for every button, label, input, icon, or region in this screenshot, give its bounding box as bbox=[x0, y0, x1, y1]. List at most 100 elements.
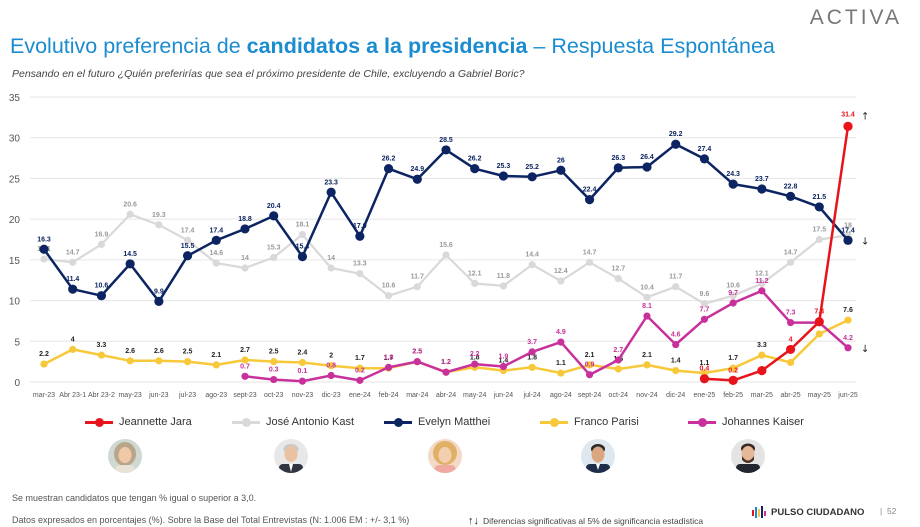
arrow-down-icon: ↓ bbox=[861, 344, 869, 355]
data-label-jara: 0.2 bbox=[728, 367, 738, 374]
data-point-kast bbox=[729, 292, 737, 300]
legend-item-parisi: Franco Parisi bbox=[540, 416, 639, 428]
data-label-parisi: 1.7 bbox=[728, 355, 738, 362]
data-label-matthei: 17.9 bbox=[353, 223, 367, 230]
data-point-kaiser bbox=[298, 377, 307, 385]
data-label-parisi: 7.6 bbox=[843, 307, 853, 314]
data-label-jara: 7.4 bbox=[814, 309, 824, 316]
footnote-base: Datos expresados en porcentajes (%). Sob… bbox=[12, 515, 410, 525]
data-point-parisi bbox=[241, 356, 249, 364]
data-point-kast bbox=[270, 253, 278, 262]
data-point-kast bbox=[585, 258, 594, 266]
data-label-matthei: 15.5 bbox=[181, 243, 195, 250]
data-point-kast bbox=[40, 255, 48, 263]
x-tick-label: mar-24 bbox=[406, 392, 428, 399]
y-tick-label: 25 bbox=[9, 174, 21, 185]
data-label-parisi: 1.7 bbox=[384, 355, 394, 362]
data-label-matthei: 24.9 bbox=[410, 166, 424, 173]
data-point-kaiser bbox=[844, 344, 852, 352]
data-label-kast: 15.3 bbox=[267, 244, 281, 251]
x-tick-label: feb-25 bbox=[723, 392, 743, 399]
legend-swatch-matthei bbox=[384, 417, 412, 427]
x-tick-label: jul-23 bbox=[178, 392, 196, 399]
data-point-matthei bbox=[757, 184, 767, 194]
data-label-parisi: 2.7 bbox=[240, 347, 250, 354]
data-point-jara bbox=[699, 374, 710, 384]
data-point-matthei bbox=[527, 172, 537, 182]
legend-label-kast: José Antonio Kast bbox=[266, 416, 355, 428]
data-point-kaiser bbox=[241, 372, 249, 380]
x-tick-label: sept-23 bbox=[233, 392, 256, 399]
series-line-jara bbox=[704, 126, 850, 382]
data-point-matthei bbox=[441, 145, 451, 155]
data-label-kast: 12.1 bbox=[755, 270, 769, 277]
y-tick-label: 5 bbox=[14, 337, 20, 348]
data-point-parisi bbox=[270, 358, 278, 366]
y-tick-label: 30 bbox=[9, 134, 21, 145]
activa-logo: ACTIVA bbox=[809, 6, 902, 29]
data-point-kaiser bbox=[729, 299, 737, 307]
data-label-kast: 11.7 bbox=[411, 274, 424, 281]
data-label-parisi: 2.1 bbox=[585, 352, 595, 359]
data-label-jara: 0.4 bbox=[700, 366, 710, 373]
data-label-kaiser: 0.9 bbox=[585, 362, 595, 369]
avatar-jara bbox=[108, 439, 142, 473]
data-label-matthei: 26.4 bbox=[640, 154, 654, 161]
data-point-parisi bbox=[614, 365, 622, 373]
data-label-kast: 14.7 bbox=[784, 249, 798, 256]
x-tick-label: jun-24 bbox=[493, 392, 514, 399]
x-tick-label: abr-24 bbox=[436, 392, 456, 399]
x-tick-label: nov-24 bbox=[636, 392, 658, 399]
data-label-matthei: 21.5 bbox=[812, 194, 826, 201]
data-point-kast bbox=[356, 270, 364, 278]
data-label-kast: 14 bbox=[327, 255, 335, 262]
data-point-parisi bbox=[786, 358, 795, 367]
data-label-parisi: 2.2 bbox=[39, 351, 49, 358]
data-point-kast bbox=[384, 292, 393, 300]
data-label-kast: 18 bbox=[844, 222, 852, 229]
data-point-matthei bbox=[470, 164, 480, 174]
data-label-matthei: 22.4 bbox=[583, 187, 597, 194]
data-label-kast: 10.6 bbox=[382, 283, 396, 290]
data-label-matthei: 27.4 bbox=[698, 146, 712, 153]
data-point-kaiser bbox=[643, 312, 651, 320]
data-label-kaiser: 4.9 bbox=[556, 329, 566, 336]
data-label-matthei: 17.4 bbox=[841, 227, 855, 234]
legend-label-matthei: Evelyn Matthei bbox=[418, 416, 491, 428]
chart-legend: Jeannette Jara José Antonio Kast Evelyn … bbox=[0, 416, 920, 436]
x-tick-label: Abr 23-1 bbox=[59, 392, 86, 399]
data-label-kaiser: 7.3 bbox=[786, 310, 796, 317]
data-point-kaiser bbox=[614, 356, 622, 364]
data-label-parisi: 1.8 bbox=[527, 354, 537, 361]
x-tick-label: sept-24 bbox=[578, 392, 601, 399]
chart-title: Evolutivo preferencia de candidatos a la… bbox=[10, 34, 775, 59]
data-point-matthei bbox=[96, 291, 107, 301]
y-tick-label: 15 bbox=[9, 256, 21, 267]
x-tick-label: jul-24 bbox=[523, 392, 541, 399]
data-label-parisi: 2.5 bbox=[269, 349, 279, 356]
data-point-parisi bbox=[356, 364, 364, 372]
data-label-parisi: 1.1 bbox=[556, 360, 566, 367]
data-point-kast bbox=[499, 282, 508, 290]
data-label-kaiser: 0.7 bbox=[240, 363, 250, 370]
data-label-kaiser: 11.2 bbox=[755, 278, 768, 285]
data-point-kast bbox=[155, 221, 163, 229]
data-point-kaiser bbox=[384, 363, 393, 371]
data-label-kast: 10.4 bbox=[640, 284, 654, 291]
legend-item-matthei: Evelyn Matthei bbox=[384, 416, 490, 428]
data-label-kaiser: 0.8 bbox=[326, 362, 336, 369]
legend-label-parisi: Franco Parisi bbox=[574, 416, 639, 428]
data-point-kast bbox=[327, 264, 335, 272]
data-point-matthei bbox=[412, 174, 422, 184]
data-label-matthei: 28.5 bbox=[439, 137, 453, 144]
data-point-matthei bbox=[326, 187, 336, 197]
x-tick-label: ene-25 bbox=[694, 392, 716, 399]
data-point-kast bbox=[212, 259, 220, 267]
data-label-parisi: 2.5 bbox=[183, 349, 193, 356]
data-label-parisi: 1.2 bbox=[441, 359, 451, 366]
up-down-arrows-icon: ↑↓ bbox=[468, 515, 479, 527]
data-point-parisi bbox=[327, 362, 335, 370]
data-label-parisi: 2.4 bbox=[298, 349, 308, 356]
x-tick-label: Abr 23-2 bbox=[88, 392, 115, 399]
data-label-parisi: 2.5 bbox=[412, 349, 422, 356]
